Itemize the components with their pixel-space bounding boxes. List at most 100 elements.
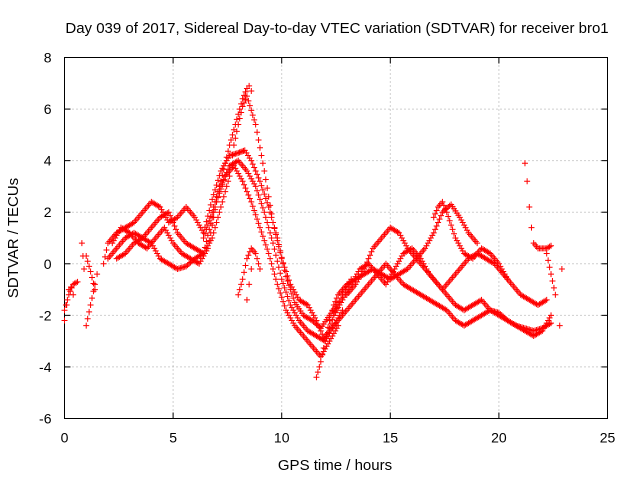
data-point [252, 167, 259, 174]
data-point [242, 262, 249, 269]
data-point [336, 302, 343, 309]
data-point [398, 253, 405, 260]
y-tick-label: -2 [39, 307, 52, 323]
data-point [358, 271, 365, 278]
data-point [310, 312, 317, 319]
data-point [129, 220, 136, 227]
data-point [187, 259, 194, 266]
data-point [271, 246, 278, 253]
data-point [209, 209, 216, 216]
data-point [219, 165, 226, 172]
data-point [395, 258, 402, 265]
data-point [283, 273, 290, 280]
data-point [401, 240, 408, 247]
data-point [474, 240, 481, 247]
data-point [236, 106, 243, 113]
data-point [158, 206, 165, 213]
data-point [161, 224, 168, 231]
data-point [280, 259, 287, 266]
data-point [112, 235, 119, 241]
data-point [254, 216, 261, 223]
data-point [430, 229, 437, 236]
data-point [542, 297, 549, 304]
series-track-t [556, 265, 565, 329]
data-point [232, 135, 239, 142]
data-point [274, 281, 281, 288]
data-point [249, 161, 256, 168]
data-point [94, 271, 101, 278]
data-point [364, 259, 371, 266]
data-point [89, 295, 96, 302]
data-point [212, 206, 219, 213]
data-point [222, 188, 229, 195]
data-point [261, 191, 268, 198]
data-point [287, 281, 294, 288]
data-point [235, 291, 242, 298]
data-point [246, 173, 253, 180]
data-point [543, 250, 550, 257]
series-track-p [343, 224, 550, 309]
data-point [281, 302, 288, 309]
data-point [120, 251, 127, 258]
data-point [443, 209, 450, 216]
data-point [548, 312, 555, 319]
data-point [268, 260, 275, 267]
data-point [277, 249, 284, 256]
data-point [306, 304, 313, 311]
data-point [258, 182, 265, 189]
series-track-r [521, 160, 555, 252]
data-point [248, 265, 255, 272]
data-point [294, 314, 301, 321]
data-point [183, 263, 190, 270]
data-point [223, 154, 230, 161]
y-tick-label: 4 [44, 153, 52, 169]
y-tick-label: -6 [39, 411, 52, 427]
data-point [400, 237, 407, 244]
data-point [265, 224, 272, 231]
series-track-m [313, 201, 481, 381]
data-point [264, 199, 271, 206]
data-point [251, 164, 258, 171]
data-point [167, 212, 174, 219]
data-point [204, 242, 211, 249]
data-point [64, 296, 71, 303]
data-point [272, 252, 279, 259]
data-point [209, 196, 216, 203]
series-track-q [430, 198, 511, 283]
data-point [365, 255, 372, 262]
data-point [199, 251, 206, 258]
data-point [236, 115, 243, 122]
data-point [255, 220, 262, 227]
data-point [267, 255, 274, 262]
data-point [283, 307, 290, 314]
data-point [275, 285, 282, 292]
data-point [254, 129, 261, 136]
data-point [255, 192, 262, 199]
data-point [249, 178, 256, 185]
data-point [232, 165, 239, 172]
series-track-j [200, 82, 255, 241]
data-point [238, 100, 245, 107]
data-point [228, 162, 235, 169]
series-track-b [61, 283, 77, 324]
data-point [432, 226, 439, 233]
data-point [259, 160, 266, 167]
data-point [81, 265, 88, 272]
data-point [219, 172, 226, 179]
data-point [172, 215, 179, 222]
data-point [359, 268, 366, 275]
data-point [100, 260, 107, 267]
data-point [236, 173, 243, 180]
data-point [283, 289, 290, 296]
data-point [453, 237, 460, 244]
data-point [238, 175, 245, 182]
data-point [451, 230, 458, 237]
data-point [526, 204, 533, 211]
data-point [83, 322, 90, 329]
data-point [103, 247, 110, 254]
data-point [233, 116, 240, 123]
data-point [84, 315, 91, 322]
data-point [110, 237, 117, 244]
data-point [256, 144, 263, 151]
data-point [403, 266, 410, 273]
